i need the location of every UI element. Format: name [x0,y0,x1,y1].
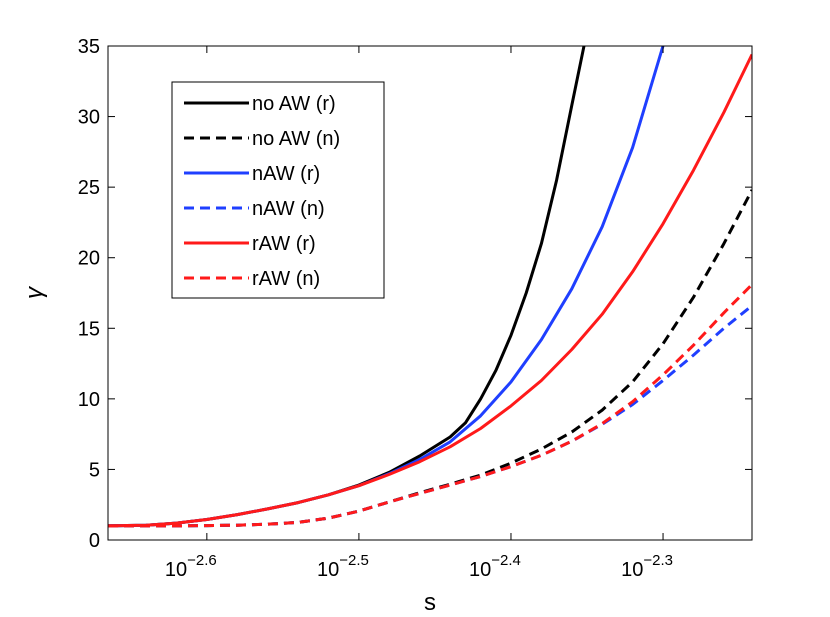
x-tick-label: 10−2.5 [317,552,369,581]
y-tick-label: 10 [78,389,100,411]
x-axis-label: s [424,589,436,616]
series-line-raw-n [108,283,752,528]
x-tick-label: 10−2.3 [621,552,673,581]
y-axis-label: γ [21,285,48,299]
axes-box [107,45,753,541]
y-tick-label: 0 [89,530,100,552]
y-tick-label: 5 [89,459,100,481]
legend-label: rAW (n) [252,268,320,290]
x-tick-label: 10−2.6 [165,552,217,581]
series-layer [108,46,752,528]
legend-label: rAW (r) [252,233,316,255]
y-tick-label: 35 [78,36,100,58]
legend: no AW (r) no AW (n) nAW (r) nAW (n) rAW (r) r… [171,81,385,299]
y-tick-label: 20 [78,248,100,270]
series-line-raw-r [108,53,752,528]
legend-box [171,81,385,299]
legend-label: nAW (r) [252,163,320,185]
y-tick-label: 25 [78,177,100,199]
x-tick-label: 10−2.4 [469,552,521,581]
y-tick-label: 15 [78,318,100,340]
legend-label: nAW (n) [252,198,325,220]
y-tick-label: 30 [78,107,100,129]
legend-label: no AW (r) [252,93,336,115]
legend-label: no AW (n) [252,128,340,150]
ticks-layer: 0 5 10 15 20 25 30 35 10−2.6 10−2.5 10−2.4 10−2.3 [78,36,752,581]
